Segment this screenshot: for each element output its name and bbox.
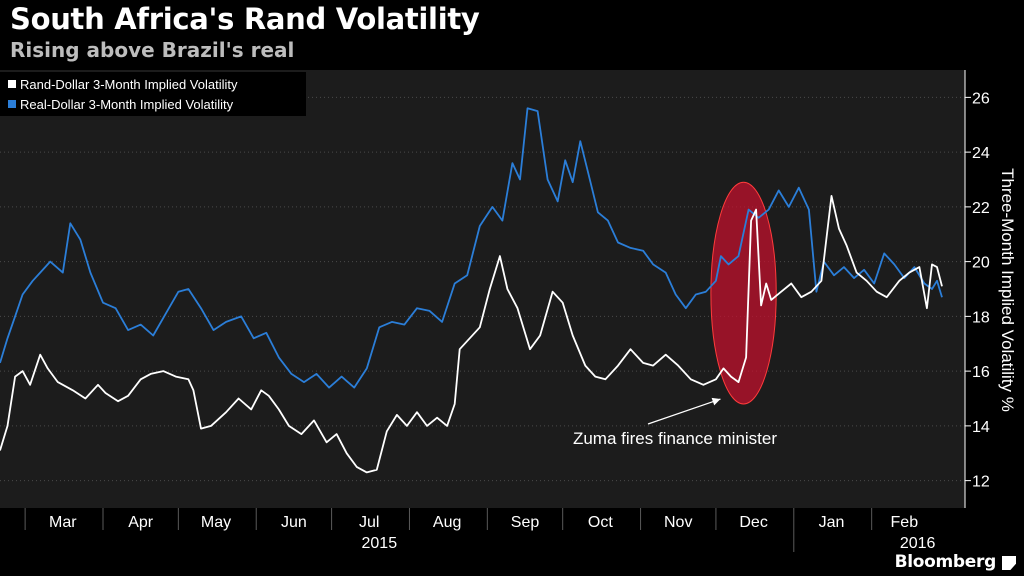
legend-swatch-real (8, 100, 16, 108)
x-tick-label-aug: Aug (433, 514, 461, 531)
x-year-label-2016: 2016 (900, 535, 936, 552)
highlight-ellipse (710, 181, 777, 405)
x-tick-label-jun: Jun (281, 514, 307, 531)
y-tick-label-16: 16 (972, 364, 990, 381)
chart-title: South Africa's Rand Volatility (10, 2, 480, 36)
annotation-arrowhead (711, 397, 721, 406)
plot-area (0, 70, 965, 508)
series-line-rand (0, 195, 943, 474)
brand-logo-text: Bloomberg (894, 552, 997, 572)
legend-box (0, 72, 306, 116)
x-tick-label-feb: Feb (891, 514, 919, 531)
x-tick-label-sep: Sep (511, 514, 540, 531)
y-tick-label-26: 26 (972, 90, 990, 107)
x-tick-label-may: May (201, 514, 231, 531)
x-tick-label-oct: Oct (588, 514, 613, 531)
month-separators (24, 508, 873, 552)
legend-label-rand: Rand-Dollar 3-Month Implied Volatility (20, 77, 238, 92)
x-tick-label-jan: Jan (819, 514, 845, 531)
y-tick-label-12: 12 (972, 474, 990, 491)
brand-mark-icon (1002, 556, 1016, 570)
y-tick-label-20: 20 (972, 255, 990, 272)
series-layer (0, 107, 943, 474)
annotation-arrow (647, 398, 721, 425)
axis-layer: 12 14 16 18 20 22 24 26 Mar Apr May Jun Jul Aug Sep Oct… (49, 70, 990, 552)
x-tick-label-nov: Nov (664, 514, 692, 531)
annotation-text: Zuma fires finance minister (573, 429, 777, 448)
x-year-label-2015: 2015 (362, 535, 398, 552)
x-tick-label-dec: Dec (739, 514, 767, 531)
legend-label-real: Real-Dollar 3-Month Implied Volatility (20, 97, 234, 112)
annotation: Zuma fires finance minister (573, 397, 777, 448)
chart-subtitle: Rising above Brazil's real (10, 38, 295, 62)
y-tick-label-24: 24 (972, 145, 990, 162)
y-axis-label: Three-Month Implied Volatility % (998, 168, 1017, 412)
series-line-real (0, 107, 943, 389)
y-tick-label-22: 22 (972, 200, 990, 217)
legend-swatch-rand (8, 80, 16, 88)
y-tick-label-14: 14 (972, 419, 990, 436)
x-tick-label-mar: Mar (49, 514, 77, 531)
x-tick-label-jul: Jul (359, 514, 379, 531)
highlight-layer (710, 181, 777, 405)
y-tick-label-18: 18 (972, 309, 990, 326)
x-tick-label-apr: Apr (128, 514, 154, 531)
legend: Rand-Dollar 3-Month Implied Volatility R… (0, 72, 306, 116)
